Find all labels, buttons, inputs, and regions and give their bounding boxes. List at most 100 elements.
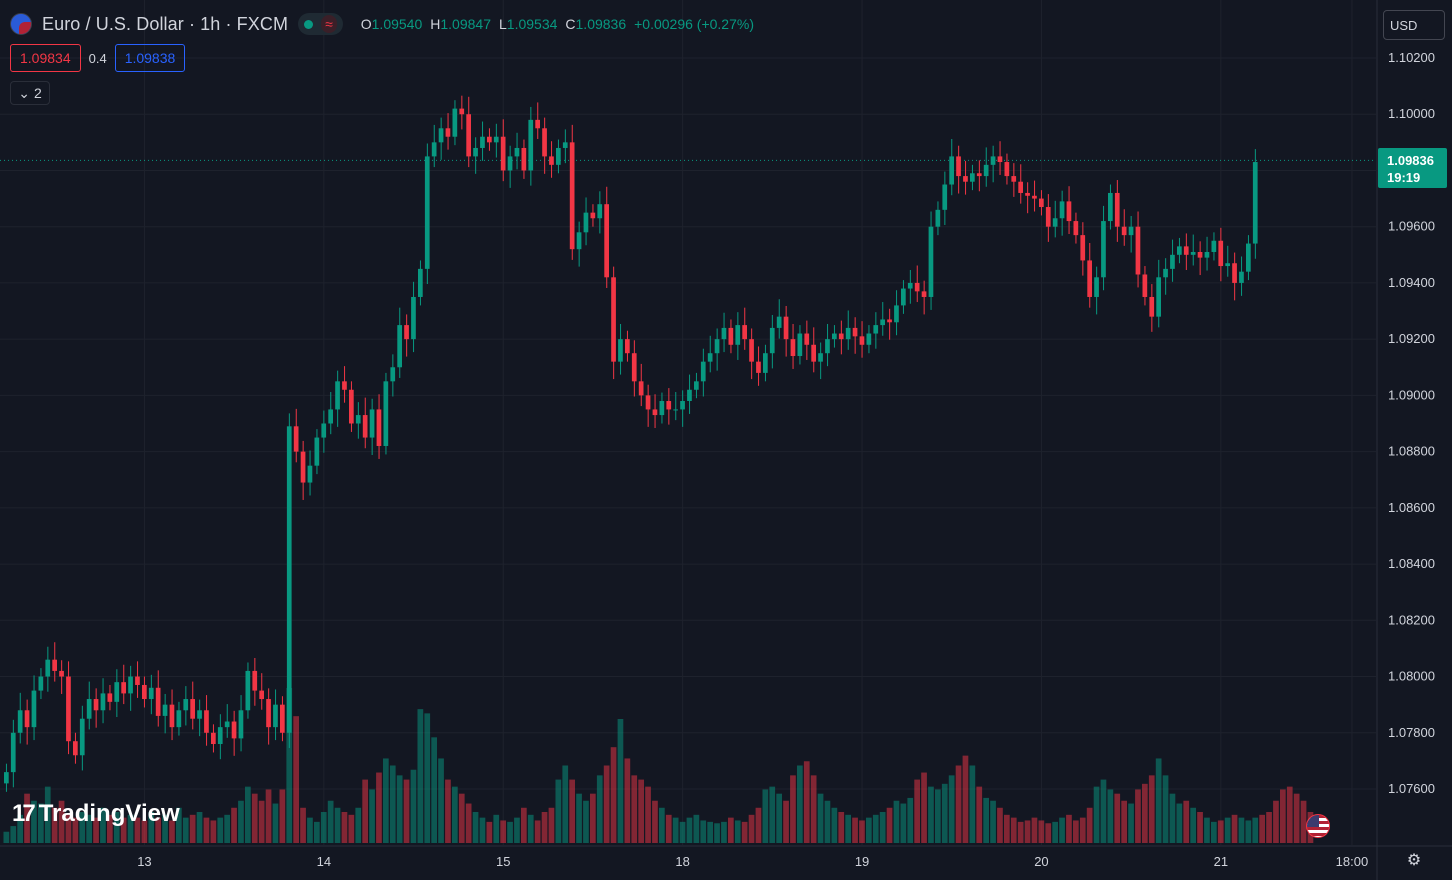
flag-eu-icon[interactable] [10, 13, 32, 35]
volume-bar [334, 807, 341, 843]
volume-bar [1017, 821, 1024, 843]
chevron-down-icon: ⌄ [18, 84, 30, 101]
candle-body [880, 319, 885, 326]
candle-body [162, 704, 168, 716]
candle-body [45, 659, 51, 677]
wave-icon: ≈ [321, 15, 337, 33]
candle-body [321, 423, 327, 438]
status-dot-icon [304, 19, 314, 29]
indicators-toggle[interactable]: ⌄ 2 [10, 81, 50, 105]
price-tick-label: 1.08200 [1388, 612, 1435, 627]
price-tick-label: 1.09000 [1388, 387, 1435, 402]
volume-bar [1224, 817, 1231, 843]
candle-body [211, 732, 216, 745]
volume-bar [458, 793, 465, 843]
candle-body [1156, 277, 1161, 317]
candle-body [804, 333, 810, 345]
volume-bar [1190, 807, 1196, 843]
candle-body [404, 325, 409, 340]
volume-bar [983, 797, 989, 843]
volume-bar [245, 786, 251, 843]
volume-bar [776, 793, 782, 843]
candle-body [638, 381, 644, 396]
volume-bar [203, 817, 210, 843]
candle-body [700, 361, 706, 382]
candle-body [135, 676, 140, 685]
volume-bar [169, 820, 175, 843]
candle-body [1190, 251, 1196, 255]
candle-body [783, 316, 789, 340]
settings-icon[interactable]: ⚙ [1406, 852, 1422, 869]
candle-body [342, 381, 347, 390]
volume-bar [686, 817, 693, 843]
tradingview-logo[interactable]: 17 TradingView [12, 800, 180, 828]
volume-bar [941, 783, 948, 843]
volume-bar [1086, 807, 1093, 843]
volume-bar [603, 765, 610, 843]
us-flag-icon[interactable] [1306, 814, 1330, 838]
volume-bar [127, 814, 134, 843]
candle-body [1094, 277, 1099, 297]
market-status[interactable]: ≈ [298, 13, 343, 35]
open-value: 1.09540 [371, 16, 423, 32]
volume-bar [1183, 800, 1190, 843]
candle-body [721, 327, 727, 340]
price-tick-label: 1.07600 [1388, 781, 1435, 796]
volume-bar [452, 786, 458, 843]
ohlc-legend: O1.09540 H1.09847 L1.09534 C1.09836 +0.0… [360, 16, 754, 32]
candle-body [542, 128, 547, 157]
close-value: 1.09836 [575, 16, 627, 32]
volume-bar [217, 817, 224, 843]
symbol-header: Euro / U.S. Dollar · 1h · FXCM ≈ O1.0954… [10, 10, 754, 38]
volume-bar [196, 812, 203, 843]
candle-body [997, 156, 1003, 163]
sell-button[interactable]: 1.09834 [10, 44, 81, 72]
volume-bar [1162, 775, 1169, 843]
candle-body [956, 156, 961, 177]
volume-bar [1155, 758, 1162, 843]
volume-bar [1135, 789, 1141, 843]
candle-body [583, 212, 589, 233]
candle-body [128, 676, 133, 694]
candle-body [73, 741, 78, 756]
volume-bar [355, 807, 362, 843]
volume-bar [555, 779, 562, 843]
candle-body [535, 119, 540, 129]
volume-bar [341, 812, 348, 843]
candle-body [1197, 251, 1203, 258]
volume-bar [272, 803, 279, 843]
volume-bar [1245, 820, 1252, 843]
candle-body [970, 173, 975, 182]
candle-body [197, 710, 202, 719]
candle-body [204, 710, 209, 733]
buy-button[interactable]: 1.09838 [114, 44, 186, 72]
volume-bar [990, 800, 996, 843]
volume-bar [1280, 789, 1286, 843]
volume-bar [1273, 800, 1279, 843]
volume-bar [734, 820, 741, 843]
candle-body [838, 333, 844, 340]
volume-bar [548, 807, 555, 843]
candle-body [1101, 221, 1106, 278]
volume-bar [155, 817, 161, 843]
volume-bar [286, 688, 293, 843]
volume-bar [258, 800, 265, 843]
volume-bar [1300, 800, 1307, 843]
currency-selector[interactable]: USD [1383, 10, 1445, 40]
candle-body [1052, 218, 1058, 227]
candle-body [1121, 226, 1127, 236]
volume-bar [755, 807, 762, 843]
volume-bar [389, 765, 396, 843]
symbol-title[interactable]: Euro / U.S. Dollar · 1h · FXCM [42, 13, 289, 34]
candle-body [921, 291, 927, 297]
candle-body [493, 136, 499, 143]
candle-body [604, 204, 609, 278]
volume-bar [79, 812, 86, 843]
candle-body [1177, 246, 1182, 255]
volume-bar [120, 817, 127, 843]
candle-body [1232, 263, 1237, 283]
volume-bar [1148, 775, 1155, 843]
volume-bar [617, 719, 624, 843]
candle-body [1135, 226, 1141, 275]
